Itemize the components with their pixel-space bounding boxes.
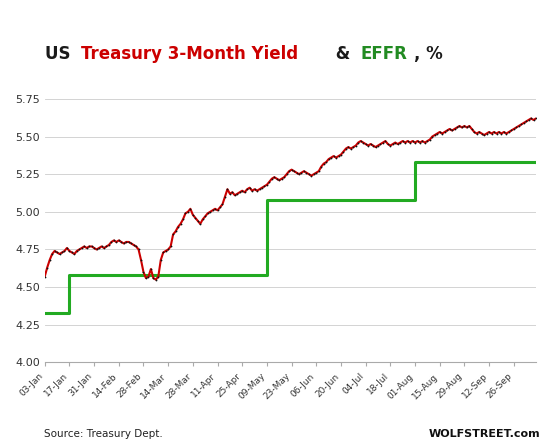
Text: Source: Treasury Dept.: Source: Treasury Dept. [44, 428, 163, 439]
Text: Treasury 3-Month Yield: Treasury 3-Month Yield [80, 45, 298, 63]
Text: , %: , % [414, 45, 443, 63]
Text: US: US [45, 45, 76, 63]
Text: WOLFSTREET.com: WOLFSTREET.com [428, 428, 540, 439]
Text: &: & [331, 45, 356, 63]
Text: EFFR: EFFR [360, 45, 407, 63]
